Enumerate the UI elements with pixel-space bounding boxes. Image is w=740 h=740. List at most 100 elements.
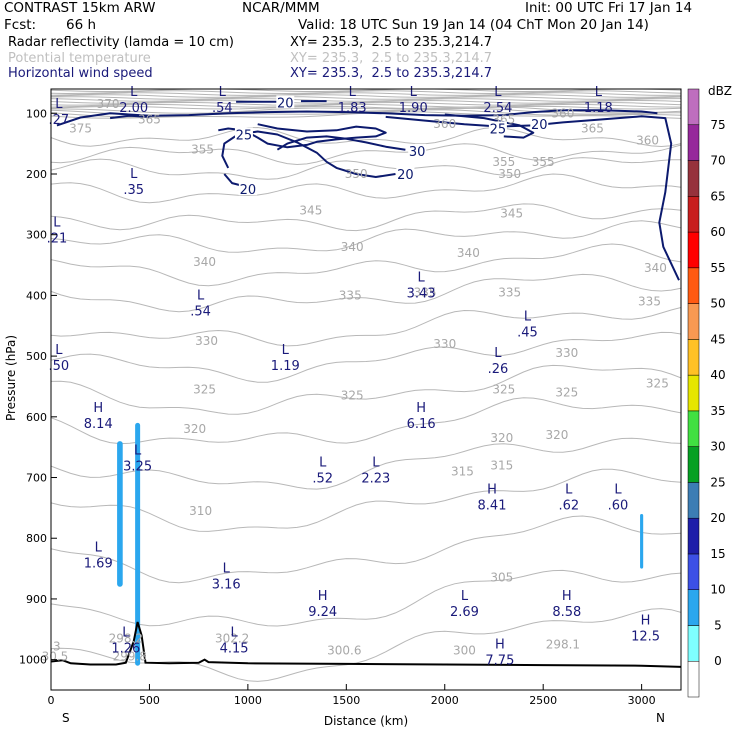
x-end-label-south: S [62, 711, 70, 725]
reflectivity-cells [117, 422, 644, 666]
extremum-value: .54 [190, 304, 211, 319]
colorbar-tick-label: 30 [710, 440, 725, 454]
x-tick-label: 0 [48, 694, 55, 707]
reflectivity-cell [135, 422, 141, 666]
extremum-marker: H [416, 401, 426, 416]
wind-label: 20 [277, 96, 294, 111]
reflectivity-cell [640, 513, 644, 569]
wind-label-bg [408, 143, 427, 157]
y-tick-label: 600 [26, 411, 47, 424]
extremum-marker: L [372, 455, 380, 470]
colorbar-swatch [687, 482, 700, 519]
x-axis-title: Distance (km) [324, 714, 408, 728]
extremum-value: 2.23 [361, 471, 390, 486]
extremum-value: 1.26 [111, 641, 140, 656]
extremum-value: 1.83 [338, 101, 367, 116]
field-xy-reflectivity: XY= 235.3, 2.5 to 235.3,214.7 [290, 35, 493, 50]
y-tick-label: 200 [26, 168, 47, 181]
wind-label: 30 [409, 145, 426, 160]
extremum-value: 2.54 [483, 101, 512, 116]
colorbar-swatch [687, 339, 700, 376]
theta-label: 335 [498, 285, 521, 299]
theta-contour [51, 468, 681, 532]
extremum-value: .35 [123, 183, 144, 198]
theta-strat-line [51, 103, 681, 108]
theta-contour [51, 126, 681, 148]
extremum-marker: H [562, 589, 572, 604]
colorbar-tick-label: 75 [710, 118, 725, 132]
extremum-value: 3.43 [407, 286, 436, 301]
extremum-value: .26 [488, 362, 509, 377]
terrain-profile [51, 621, 681, 668]
colorbar-unit: dBZ [708, 84, 732, 98]
extremum-marker: L [565, 483, 573, 498]
theta-strat-line [51, 106, 681, 114]
extremum-marker: L [319, 455, 327, 470]
theta-label: 345 [299, 203, 322, 217]
colorbar-swatch [687, 374, 700, 412]
theta-label: 330 [555, 346, 578, 360]
theta-contours [51, 126, 681, 682]
y-tick-label: 700 [26, 472, 47, 485]
extremum-marker: L [494, 85, 502, 100]
theta-strat-line [51, 90, 681, 95]
axes: 0 500 1000 1500 2000 2500 3000 100 200 300 400 500 6… [19, 107, 656, 707]
theta-label: 355 [191, 143, 214, 157]
field-xy-theta: XY= 235.3, 2.5 to 235.3,214.7 [290, 51, 493, 66]
theta-contour [51, 273, 681, 313]
theta-contour [51, 331, 681, 383]
terrain-line [51, 621, 681, 668]
theta-strat-line [51, 99, 681, 104]
extremum-marker: L [524, 310, 532, 325]
extremum-marker: L [53, 216, 61, 231]
theta-label: 325 [341, 389, 364, 403]
theta-label: 335 [638, 294, 661, 308]
theta-stratosphere-band [51, 89, 681, 119]
theta-label: 302.2 [215, 631, 249, 645]
extremum-value: 7.75 [485, 654, 514, 669]
extremum-value: 3.25 [123, 459, 152, 474]
theta-label: 355 [492, 155, 515, 169]
y-tick-label: 900 [26, 593, 47, 606]
extremum-marker: L [122, 625, 130, 640]
colorbar-swatch [687, 660, 700, 698]
theta-label: 360 [551, 106, 574, 120]
theta-label: .3 [49, 639, 60, 653]
x-tick-label: 500 [139, 694, 160, 707]
theta-label: 310 [189, 504, 212, 518]
extremum-value: 1.18 [584, 101, 613, 116]
colorbar-tick-label: 70 [710, 154, 725, 168]
theta-label: 360 [636, 134, 659, 148]
extremum-marker: L [95, 540, 103, 555]
theta-strat-line [51, 96, 681, 100]
y-tick-label: 300 [26, 229, 47, 242]
theta-contour [51, 143, 681, 166]
colorbar-swatch [687, 267, 700, 304]
extremum-value: 8.58 [552, 605, 581, 620]
y-tick-label: 1000 [19, 654, 47, 667]
theta-label: 350 [498, 167, 521, 181]
extremum-value: .27 [49, 113, 70, 128]
colorbar-swatch [687, 124, 700, 161]
extremum-value: 1.69 [84, 556, 113, 571]
extremum-value: 8.41 [478, 499, 507, 514]
extremum-marker: L [130, 167, 138, 182]
colorbar-tick-label: 65 [710, 189, 725, 203]
wind-contour [109, 114, 150, 120]
extremum-value: 1.90 [399, 101, 428, 116]
theta-label: 375 [69, 121, 92, 135]
extremum-marker: L [230, 625, 238, 640]
valid-time: Valid: 18 UTC Sun 19 Jan 14 (04 ChT Mon … [298, 17, 649, 33]
wind-label: 25 [490, 122, 507, 137]
colorbar-swatch [687, 88, 700, 126]
extremum-marker: H [641, 613, 651, 628]
extremum-marker: H [487, 483, 497, 498]
field-name-theta: Potential temperature [8, 51, 151, 66]
extremum-value: .60 [608, 499, 629, 514]
plot-area [51, 89, 681, 690]
x-tick-label: 1500 [332, 694, 360, 707]
colorbar-tick-label: 60 [710, 225, 725, 239]
colorbar-swatch [687, 446, 700, 483]
extremum-marker: L [349, 85, 357, 100]
extremum-marker: L [197, 288, 205, 303]
